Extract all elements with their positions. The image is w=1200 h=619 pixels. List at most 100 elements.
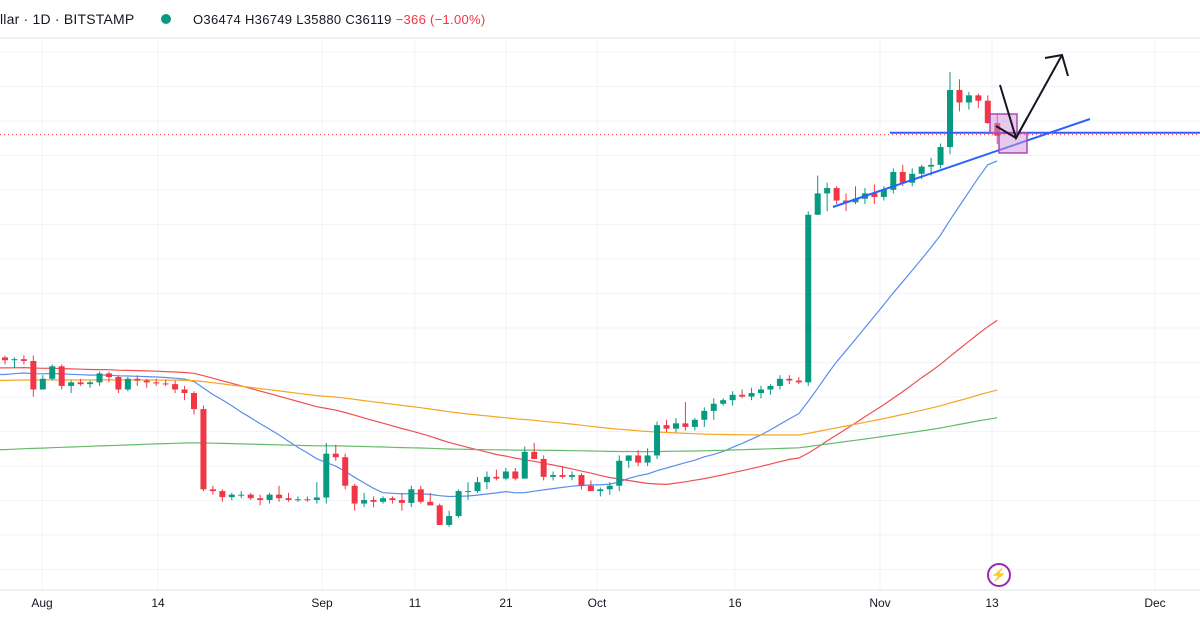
candle-body <box>304 499 311 501</box>
candle-body <box>58 366 65 386</box>
candle-body <box>266 494 273 500</box>
candle-body <box>909 173 916 183</box>
candle-body <box>701 410 708 420</box>
candle-body <box>417 489 424 502</box>
candle-body <box>578 475 585 486</box>
x-tick-label: Aug <box>31 596 52 610</box>
candle-body <box>918 166 925 174</box>
candle-body <box>342 457 349 486</box>
candle-body <box>446 516 453 525</box>
arrow-head <box>995 117 1028 140</box>
candle-body <box>597 489 604 492</box>
candle-body <box>928 164 935 167</box>
candle-body <box>758 389 764 394</box>
candle-body <box>313 497 320 500</box>
x-tick-label: 14 <box>151 596 165 610</box>
candle-body <box>739 394 746 397</box>
candle-body <box>162 383 169 385</box>
candle-body <box>899 172 906 183</box>
candle-body <box>20 359 27 361</box>
lightning-icon[interactable]: ⚡ <box>987 563 1011 587</box>
candle-body <box>323 453 330 498</box>
price-change: −366 (−1.00%) <box>391 12 486 27</box>
x-tick-label: Dec <box>1144 596 1165 610</box>
candle-body <box>540 459 547 477</box>
moving-average-line <box>0 160 998 498</box>
candle-body <box>587 485 594 492</box>
candle-body <box>115 377 122 390</box>
candle-body <box>474 482 481 492</box>
candle-body <box>389 498 396 500</box>
candle-body <box>247 494 254 499</box>
candle-body <box>606 485 613 490</box>
candle-body <box>654 425 661 456</box>
candle-body <box>947 90 953 148</box>
candle-body <box>209 489 216 492</box>
moving-average-line <box>0 319 998 486</box>
candle-body <box>682 423 689 427</box>
candle-body <box>436 505 443 525</box>
candle-body <box>956 90 963 103</box>
candle-body <box>814 193 821 215</box>
candle-body <box>172 384 179 390</box>
candle-body <box>890 172 897 190</box>
candle-body <box>663 425 670 429</box>
x-tick-label: 16 <box>728 596 742 610</box>
candle-body <box>191 393 197 410</box>
candle-body <box>49 366 56 379</box>
candle-body <box>332 453 339 458</box>
candle-body <box>96 373 103 383</box>
candle-body <box>729 394 736 401</box>
x-tick-label: 13 <box>985 596 999 610</box>
candle-body <box>200 409 207 490</box>
candle-body <box>370 500 377 502</box>
candle-body <box>181 389 188 394</box>
candle-body <box>550 475 557 477</box>
symbol-title[interactable]: llar · 1D · BITSTAMP <box>0 11 135 27</box>
marker-box <box>998 132 1028 154</box>
candle-body <box>502 471 509 479</box>
ohlc-prefix: O36474 H36749 L35880 C36119 <box>193 12 392 27</box>
candle-body <box>805 214 812 383</box>
candle-body <box>398 500 405 503</box>
candle-body <box>965 95 972 103</box>
moving-average-line <box>0 417 998 453</box>
candle-body <box>294 499 301 501</box>
candle-body <box>635 455 642 463</box>
candle-body <box>238 494 245 496</box>
candle-body <box>833 188 840 201</box>
candle-body <box>984 100 991 124</box>
candle-body <box>531 451 538 459</box>
candle-body <box>824 188 831 194</box>
candle-body <box>143 380 150 383</box>
candle-body <box>68 382 75 386</box>
ohlc-values: O36474 H36749 L35880 C36119 −366 (−1.00%… <box>193 12 486 27</box>
candle-body <box>644 455 651 463</box>
candle-body <box>30 360 37 390</box>
candle-body <box>228 494 235 498</box>
candle-body <box>852 198 859 203</box>
candle-body <box>795 380 802 383</box>
candle-body <box>124 378 131 390</box>
candle-body <box>455 491 462 517</box>
candle-body <box>257 498 264 500</box>
candle-body <box>276 494 283 499</box>
candle-body <box>521 451 528 479</box>
candle-body <box>105 373 112 377</box>
x-tick-label: 11 <box>409 596 422 610</box>
candle-body <box>493 476 500 479</box>
candle-body <box>2 357 8 361</box>
trendline <box>832 118 1091 208</box>
candle-body <box>786 378 793 381</box>
candle-body <box>880 189 887 197</box>
candle-body <box>219 491 226 498</box>
candle-body <box>691 419 698 427</box>
candle-body <box>871 193 878 197</box>
candle-body <box>87 382 94 385</box>
candle-body <box>153 382 160 384</box>
x-tick-label: 21 <box>499 596 513 610</box>
chart-header: llar · 1D · BITSTAMP O36474 H36749 L3588… <box>0 0 1200 40</box>
candle-body <box>427 501 434 506</box>
candle-body <box>776 378 783 386</box>
